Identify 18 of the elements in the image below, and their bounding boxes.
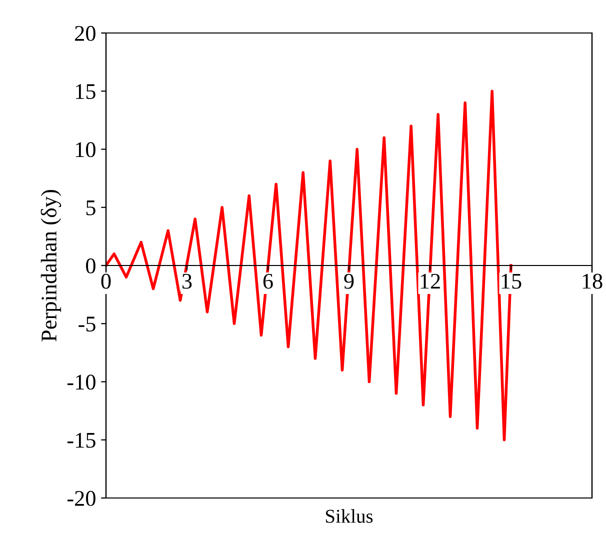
y-tick-label: 15 [76,84,96,100]
x-axis-title: Siklus [326,509,373,523]
y-tick-label: 10 [76,142,96,158]
y-tick-label: -15 [67,432,96,448]
y-axis-title: Perpindahan (δy) [40,190,62,342]
x-tick-label: 6 [263,274,273,289]
x-tick-label: 9 [344,274,354,289]
x-tick-label: 15 [502,274,522,289]
y-tick-label: -20 [67,490,96,506]
y-tick-label: -10 [67,374,96,390]
x-tick-label: 18 [582,274,602,289]
y-tick-label: 0 [86,258,96,274]
x-tick-label: 0 [101,274,111,289]
y-tick-label: -5 [78,316,96,332]
y-tick-label: 20 [75,26,96,41]
x-tick-label: 12 [420,274,440,289]
x-tick-label: 3 [182,274,192,289]
y-tick-label: 5 [86,200,96,216]
